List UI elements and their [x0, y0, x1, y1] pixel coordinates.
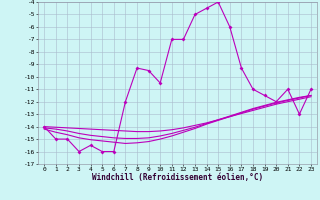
- X-axis label: Windchill (Refroidissement éolien,°C): Windchill (Refroidissement éolien,°C): [92, 173, 263, 182]
